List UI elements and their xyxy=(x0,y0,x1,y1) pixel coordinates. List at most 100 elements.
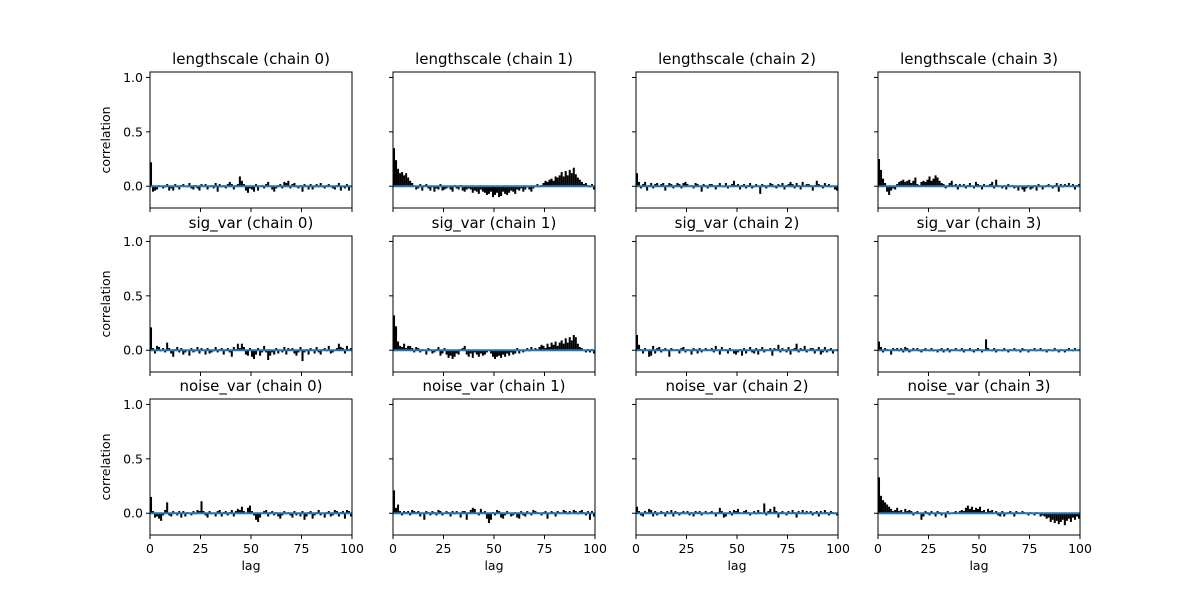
acf-bar xyxy=(335,511,338,514)
acf-bar xyxy=(835,513,838,516)
acf-bar xyxy=(1053,513,1056,524)
acf-bar xyxy=(257,348,260,351)
acf-bar xyxy=(168,513,171,516)
acf-bar xyxy=(160,513,163,521)
acf-bar xyxy=(777,344,780,351)
acf-bar xyxy=(811,348,814,351)
acf-bar xyxy=(216,511,219,514)
acf-bar xyxy=(902,350,905,353)
acf-bar xyxy=(397,341,400,351)
acf-bar xyxy=(650,350,653,356)
acf-bar xyxy=(504,513,507,516)
acf-bar xyxy=(578,346,581,351)
acf-bar xyxy=(1009,511,1012,514)
acf-bar xyxy=(751,350,754,353)
acf-bar xyxy=(550,342,553,351)
acf-bar xyxy=(198,511,201,514)
acf-bar xyxy=(1035,186,1038,191)
acf-bar xyxy=(737,184,740,187)
acf-bar xyxy=(429,186,432,191)
acf-bar xyxy=(638,511,641,514)
acf-bar xyxy=(989,511,992,514)
acf-bar xyxy=(1031,186,1034,189)
acf-bar xyxy=(399,511,402,514)
acf-bar xyxy=(694,511,697,514)
acf-bar xyxy=(718,507,721,514)
acf-bar xyxy=(688,513,691,516)
acf-bar xyxy=(327,511,330,514)
acf-bar xyxy=(166,502,169,514)
acf-bar xyxy=(200,184,203,187)
acf-bar xyxy=(714,513,717,517)
acf-bar xyxy=(751,186,754,189)
acf-bar xyxy=(238,348,241,351)
acf-bar xyxy=(692,513,695,517)
acf-bar xyxy=(791,509,794,514)
acf-bar xyxy=(779,350,782,353)
acf-bar xyxy=(393,315,396,351)
acf-bar xyxy=(469,186,472,190)
acf-bar xyxy=(283,181,286,187)
acf-bar xyxy=(323,186,326,189)
acf-bar xyxy=(954,184,957,187)
acf-bar xyxy=(303,350,306,353)
acf-bar xyxy=(238,176,241,187)
acf-bar xyxy=(546,513,549,519)
acf-bar xyxy=(564,511,567,514)
acf-bar xyxy=(538,346,541,351)
acf-bar xyxy=(255,513,258,520)
acf-bar xyxy=(315,346,318,351)
acf-bar xyxy=(530,186,533,192)
acf-bar xyxy=(281,186,284,189)
acf-bar xyxy=(878,341,881,351)
acf-bar xyxy=(291,348,294,351)
acf-bar xyxy=(976,348,979,351)
acf-bar xyxy=(512,513,515,516)
acf-bar xyxy=(409,345,412,351)
acf-bar xyxy=(660,184,663,187)
acf-bar xyxy=(1063,350,1066,353)
acf-bar xyxy=(439,511,442,514)
acf-bar xyxy=(504,350,507,357)
acf-bar xyxy=(739,186,742,190)
acf-bar xyxy=(514,350,517,354)
acf-bar xyxy=(168,348,171,351)
acf-bar xyxy=(178,511,181,514)
acf-bar xyxy=(158,513,161,519)
acf-bar xyxy=(345,345,348,351)
acf-bar xyxy=(471,507,474,514)
acf-bar xyxy=(248,186,251,189)
acf-bar xyxy=(636,506,639,514)
acf-bar xyxy=(473,350,476,353)
acf-bar xyxy=(894,509,897,514)
acf-bar xyxy=(924,511,927,514)
acf-bar xyxy=(491,350,494,357)
acf-bar xyxy=(781,182,784,187)
acf-bar xyxy=(267,350,270,361)
acf-bar xyxy=(745,186,748,189)
acf-bar xyxy=(682,182,685,187)
acf-bar xyxy=(991,181,994,187)
acf-bar xyxy=(425,350,428,355)
acf-bar xyxy=(888,506,891,514)
acf-bar xyxy=(556,177,559,187)
acf-bar xyxy=(999,513,1002,517)
acf-bar xyxy=(1061,513,1064,520)
acf-bar xyxy=(1013,513,1016,517)
acf-bar xyxy=(544,180,547,187)
acf-bar xyxy=(890,350,893,355)
acf-bar xyxy=(936,350,939,353)
acf-bar xyxy=(461,511,464,514)
acf-bar xyxy=(706,186,709,189)
acf-bar xyxy=(291,513,294,518)
acf-bar xyxy=(787,184,790,187)
acf-bar xyxy=(906,180,909,187)
acf-bar xyxy=(801,509,804,514)
acf-bar xyxy=(1051,186,1054,189)
acf-bar xyxy=(230,184,233,187)
acf-bar xyxy=(271,186,274,190)
acf-bar xyxy=(692,348,695,351)
acf-bar xyxy=(817,346,820,351)
acf-bar xyxy=(453,350,456,357)
acf-bar xyxy=(942,350,945,353)
